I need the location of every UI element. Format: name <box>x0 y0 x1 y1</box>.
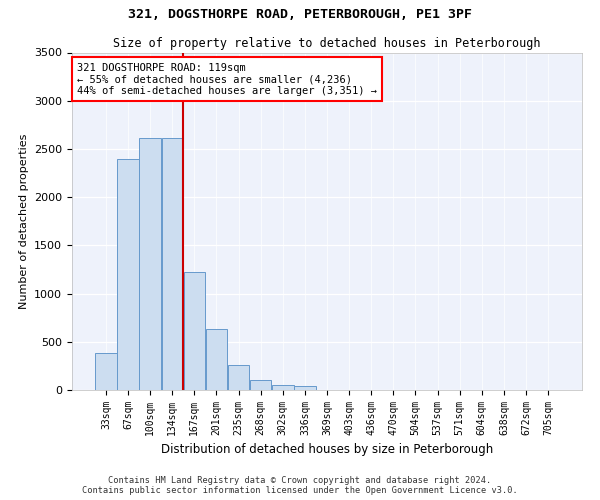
Bar <box>250 380 271 390</box>
Bar <box>206 329 227 390</box>
Bar <box>117 158 139 390</box>
Text: 321, DOGSTHORPE ROAD, PETERBOROUGH, PE1 3PF: 321, DOGSTHORPE ROAD, PETERBOROUGH, PE1 … <box>128 8 472 20</box>
Bar <box>184 272 205 390</box>
Bar <box>228 365 249 390</box>
Bar <box>161 138 183 390</box>
Text: 321 DOGSTHORPE ROAD: 119sqm
← 55% of detached houses are smaller (4,236)
44% of : 321 DOGSTHORPE ROAD: 119sqm ← 55% of det… <box>77 62 377 96</box>
X-axis label: Distribution of detached houses by size in Peterborough: Distribution of detached houses by size … <box>161 444 493 456</box>
Bar <box>95 354 116 390</box>
Bar <box>139 138 161 390</box>
Text: Contains HM Land Registry data © Crown copyright and database right 2024.
Contai: Contains HM Land Registry data © Crown c… <box>82 476 518 495</box>
Y-axis label: Number of detached properties: Number of detached properties <box>19 134 29 309</box>
Title: Size of property relative to detached houses in Peterborough: Size of property relative to detached ho… <box>113 37 541 50</box>
Bar <box>294 386 316 390</box>
Bar <box>272 384 293 390</box>
